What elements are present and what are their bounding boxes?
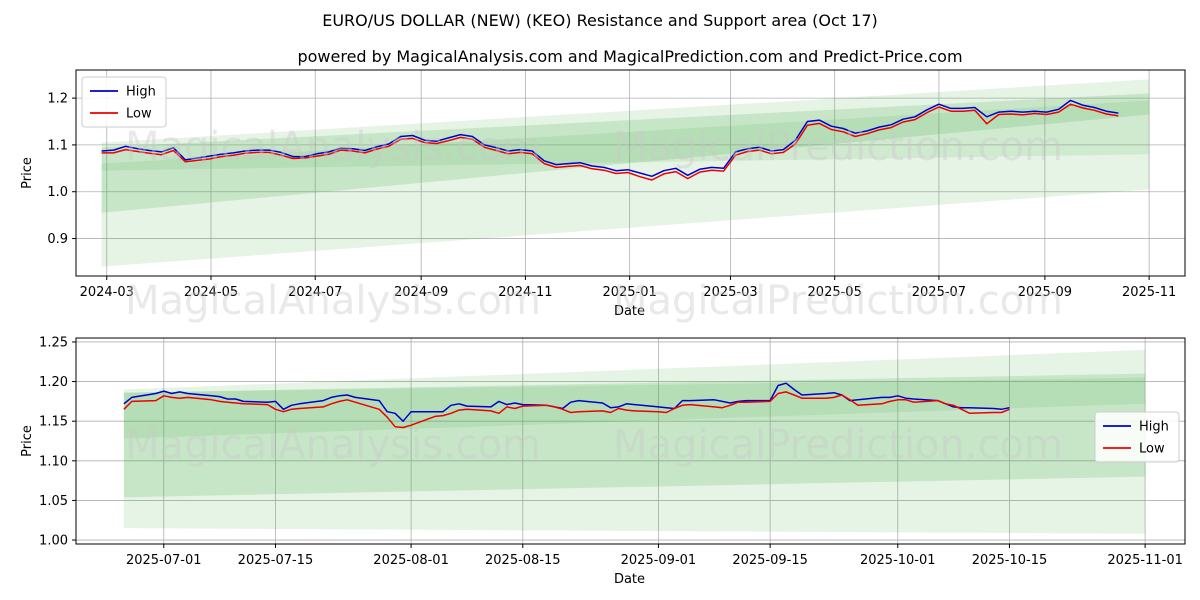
plot-frame bbox=[75, 69, 1186, 277]
forecast-band-2 bbox=[123, 373, 1146, 498]
watermark-analysis-upper: MagicalAnalysis.com bbox=[125, 124, 541, 170]
y-tick-label: 1.00 bbox=[39, 534, 68, 549]
series-line-high bbox=[123, 382, 1010, 422]
legend-label-high: High bbox=[1139, 420, 1169, 435]
y-tick-label: 1.1 bbox=[47, 138, 68, 153]
watermark-analysis-lower: MagicalAnalysis.com bbox=[125, 422, 541, 468]
x-tick-label: 2025-11-01 bbox=[1107, 553, 1183, 568]
forecast-band-3 bbox=[123, 377, 1146, 439]
y-tick-label: 1.2 bbox=[47, 92, 68, 107]
x-tick-label: 2025-11 bbox=[1122, 285, 1176, 300]
x-tick-label: 2025-08-01 bbox=[373, 553, 449, 568]
chart-subtitle: powered by MagicalAnalysis.com and Magic… bbox=[297, 47, 962, 66]
x-tick-label: 2024-07 bbox=[288, 285, 342, 300]
forecast-band-1 bbox=[123, 349, 1146, 534]
series-line-high bbox=[101, 99, 1119, 178]
legend-box bbox=[1094, 411, 1180, 463]
upper-panel: 2024-03 2024-05 2024-07 2024-09 2024-11 2025-… bbox=[20, 69, 1186, 319]
y-axis-label: Price bbox=[20, 425, 35, 457]
legend-label-low: Low bbox=[1139, 442, 1165, 457]
x-tick-label: 2024-05 bbox=[184, 285, 238, 300]
legend: High Low bbox=[1094, 411, 1180, 463]
x-tick-label: 2025-09-01 bbox=[621, 553, 697, 568]
x-tick-label: 2024-03 bbox=[80, 285, 134, 300]
watermark-analysis-middle: MagicalAnalysis.com bbox=[125, 278, 541, 324]
legend-label-high: High bbox=[126, 85, 156, 100]
x-tick-label: 2025-09 bbox=[1018, 285, 1072, 300]
x-tick-label: 2025-08-15 bbox=[485, 553, 561, 568]
series-line-low bbox=[101, 103, 1119, 181]
y-tick-label: 1.05 bbox=[39, 494, 68, 509]
forecast-band-2 bbox=[101, 93, 1150, 213]
y-axis-label: Price bbox=[20, 157, 35, 189]
legend-box bbox=[81, 76, 167, 128]
legend: High Low bbox=[81, 76, 167, 128]
y-tick-label: 1.25 bbox=[39, 335, 68, 350]
x-axis-label: Date bbox=[614, 572, 645, 587]
x-tick-label: 2025-10-01 bbox=[860, 553, 936, 568]
x-tick-label: 2025-07-15 bbox=[238, 553, 314, 568]
lower-panel: 2025-07-01 2025-07-15 2025-08-01 2025-08-15… bbox=[20, 335, 1186, 587]
x-tick-label: 2025-05 bbox=[808, 285, 862, 300]
x-axis-label: Date bbox=[614, 304, 645, 319]
x-tick-label: 2024-11 bbox=[498, 285, 552, 300]
y-tick-label: 0.9 bbox=[47, 232, 68, 247]
y-tick-label: 1.10 bbox=[39, 454, 68, 469]
x-tick-label: 2025-09-15 bbox=[732, 553, 808, 568]
y-tick-label: 1.0 bbox=[47, 185, 68, 200]
y-tick-label: 1.15 bbox=[39, 415, 68, 430]
x-tick-label: 2025-10-15 bbox=[972, 553, 1048, 568]
chart-title: EURO/US DOLLAR (NEW) (KEO) Resistance an… bbox=[322, 11, 878, 30]
x-tick-label: 2025-03 bbox=[703, 285, 757, 300]
watermark-prediction-middle: MagicalPrediction.com bbox=[613, 278, 1063, 324]
watermark-prediction-lower: MagicalPrediction.com bbox=[613, 422, 1063, 468]
y-tick-label: 1.20 bbox=[39, 375, 68, 390]
series-line-low bbox=[123, 391, 1010, 429]
x-tick-label: 2024-09 bbox=[394, 285, 448, 300]
plot-frame bbox=[75, 337, 1186, 545]
x-tick-label: 2025-07-01 bbox=[126, 553, 202, 568]
legend-label-low: Low bbox=[126, 107, 152, 122]
x-tick-label: 2025-07 bbox=[912, 285, 966, 300]
watermark-prediction-upper: MagicalPrediction.com bbox=[613, 124, 1063, 170]
watermarks: MagicalAnalysis.com MagicalPrediction.co… bbox=[125, 124, 1063, 468]
x-tick-label: 2025-01 bbox=[602, 285, 656, 300]
